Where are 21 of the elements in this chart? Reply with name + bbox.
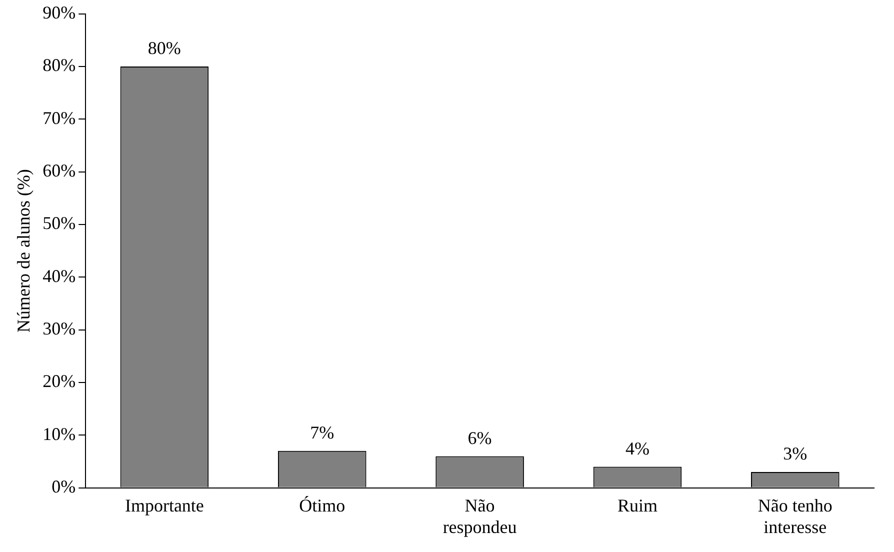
x-tick-label: Ruim xyxy=(617,495,658,516)
x-tick-label: Não tenho interesse xyxy=(758,495,832,537)
data-label: 3% xyxy=(783,444,808,464)
data-label: 4% xyxy=(625,438,650,458)
y-tick-label: 40% xyxy=(42,266,76,286)
data-label: 80% xyxy=(148,38,181,58)
y-tick-label: 60% xyxy=(42,160,76,181)
y-tick-label: 10% xyxy=(42,424,76,444)
x-tick-label: Não respondeu xyxy=(442,495,517,537)
data-label: 7% xyxy=(310,422,334,443)
x-tick-label: Importante xyxy=(124,495,204,516)
y-tick-label: 50% xyxy=(42,213,76,234)
y-tick-label: 90% xyxy=(42,2,76,23)
data-label: 6% xyxy=(468,428,492,448)
y-tick-label: 20% xyxy=(42,371,76,392)
y-tick-label: 0% xyxy=(52,476,76,497)
x-tick-label: Ótimo xyxy=(299,495,346,516)
y-tick-label: 70% xyxy=(42,108,76,128)
y-axis-title: Número de alunos (%) xyxy=(14,169,34,333)
y-tick-label: 30% xyxy=(42,318,76,339)
y-tick-label: 80% xyxy=(42,55,76,76)
